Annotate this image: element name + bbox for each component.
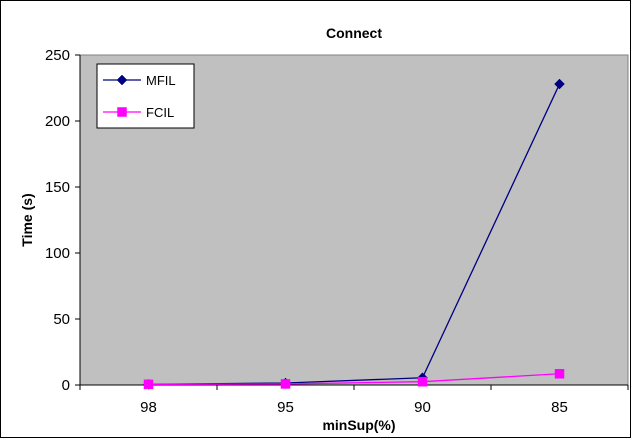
data-point-marker	[554, 78, 565, 90]
x-tick-label: 95	[277, 399, 294, 416]
y-tick-label: 0	[62, 377, 70, 394]
y-axis-title: Time (s)	[19, 193, 35, 246]
series-line	[148, 373, 560, 385]
y-tick-label: 150	[45, 179, 70, 196]
legend-item: FCIL	[103, 105, 174, 120]
data-point-marker	[143, 379, 154, 390]
chart-title: Connect	[326, 25, 382, 41]
legend-label: FCIL	[146, 105, 174, 120]
legend: MFIL FCIL	[96, 63, 195, 129]
x-tick-label: 98	[140, 399, 157, 416]
y-tick-label: 200	[45, 113, 70, 130]
x-tick-label: 85	[551, 399, 568, 416]
data-point-marker	[280, 379, 291, 389]
series-fcil	[143, 369, 565, 390]
legend-box	[96, 63, 195, 129]
data-point-marker	[554, 369, 565, 379]
legend-item: MFIL	[103, 73, 176, 88]
x-axis: 98 95 90 85	[79, 384, 629, 416]
legend-swatch-marker	[116, 74, 128, 86]
x-axis-title: minSup(%)	[322, 417, 395, 433]
y-tick-label: 100	[45, 245, 70, 262]
data-point-marker	[417, 376, 428, 387]
series-layer	[143, 78, 565, 390]
legend-swatch-marker	[117, 107, 127, 117]
y-tick-label: 250	[45, 47, 70, 64]
y-tick-label: 50	[53, 311, 70, 328]
legend-label: MFIL	[146, 73, 176, 88]
x-tick-label: 90	[414, 399, 431, 416]
y-axis: 0 50 100 150 200 250	[45, 47, 81, 394]
